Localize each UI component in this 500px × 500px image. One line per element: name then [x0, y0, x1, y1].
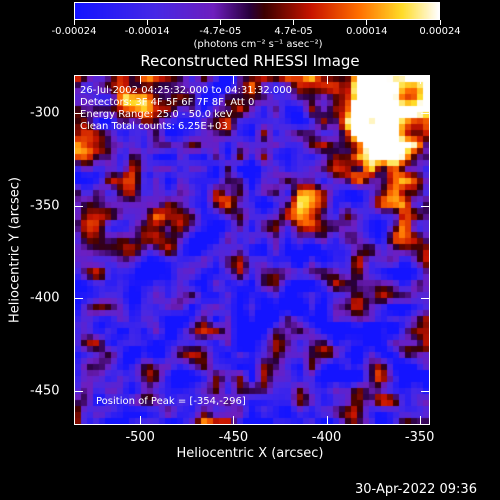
x-tick-label: -450 [218, 430, 249, 445]
axis-tick [421, 205, 429, 207]
colorbar-units: (photons cm⁻² s⁻¹ asec⁻²) [193, 39, 323, 50]
axis-tick [421, 390, 429, 392]
axis-tick [140, 416, 142, 424]
axis-tick [419, 416, 421, 424]
colorbar-tick [293, 20, 295, 25]
axis-tick [140, 76, 142, 84]
axis-tick [421, 113, 429, 115]
plot-frame [74, 75, 430, 425]
colorbar-tick [219, 20, 221, 25]
x-tick-label: -350 [404, 430, 435, 445]
axis-tick [75, 113, 83, 115]
x-tick-label: -400 [311, 430, 342, 445]
axis-tick [419, 76, 421, 84]
info-time: 26-Jul-2002 04:25:32.000 to 04:31:32.000 [80, 85, 292, 96]
colorbar-tick [366, 20, 368, 25]
x-tick-label: -500 [125, 430, 155, 445]
y-tick-label: -300 [30, 105, 60, 121]
axis-tick [75, 205, 83, 207]
colorbar-tick [73, 20, 75, 25]
peak-position: Position of Peak = [-354,-296] [96, 396, 246, 407]
axis-tick [233, 416, 235, 424]
colorbar-tick-label: 0.00014 [346, 26, 388, 37]
image-title: Reconstructed RHESSI Image [140, 52, 360, 70]
axis-tick [421, 298, 429, 300]
x-axis-label: Heliocentric X (arcsec) [176, 446, 324, 461]
axis-tick [75, 390, 83, 392]
colorbar-tick [146, 20, 148, 25]
colorbar [74, 2, 440, 20]
info-detectors: Detectors: 3F 4F 5F 6F 7F 8F, Att 0 [80, 97, 255, 108]
y-tick-label: -350 [30, 198, 60, 214]
y-axis-label: Heliocentric Y (arcsec) [7, 177, 23, 323]
info-energy: Energy Range: 25.0 - 50.0 keV [80, 109, 233, 120]
footer-timestamp: 30-Apr-2022 09:36 [355, 482, 477, 497]
colorbar-tick-label: -0.00014 [124, 26, 170, 37]
y-tick-label: -450 [30, 383, 60, 399]
colorbar-tick-label: 0.00024 [419, 26, 461, 37]
axis-tick [233, 76, 235, 84]
rhessi-image [75, 76, 429, 424]
info-clean: Clean Total counts: 6.25E+03 [80, 121, 228, 132]
colorbar-tick-label: -0.00024 [51, 26, 97, 37]
colorbar-tick [439, 20, 441, 25]
y-tick-label: -400 [30, 290, 60, 306]
axis-tick [326, 416, 328, 424]
colorbar-tick-label: -4.7e-05 [199, 26, 242, 37]
axis-tick [326, 76, 328, 84]
axis-tick [75, 298, 83, 300]
colorbar-tick-label: 4.7e-05 [274, 26, 313, 37]
